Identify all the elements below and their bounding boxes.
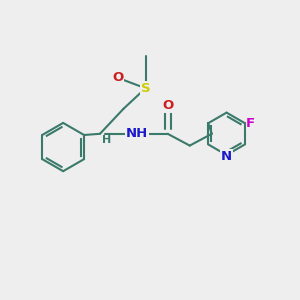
Text: H: H [102,135,111,145]
Text: N: N [221,150,232,163]
Text: F: F [246,117,255,130]
Text: O: O [112,71,123,84]
Text: S: S [141,82,150,95]
Text: O: O [162,99,173,112]
Text: NH: NH [126,127,148,140]
